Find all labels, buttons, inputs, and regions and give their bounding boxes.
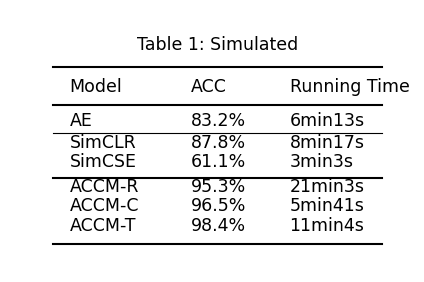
Text: ACCM-C: ACCM-C (70, 197, 139, 215)
Text: 95.3%: 95.3% (191, 178, 246, 196)
Text: AE: AE (70, 112, 92, 130)
Text: Model: Model (70, 78, 122, 96)
Text: Running Time: Running Time (290, 78, 410, 96)
Text: 98.4%: 98.4% (191, 217, 246, 235)
Text: 87.8%: 87.8% (191, 135, 246, 153)
Text: 6min13s: 6min13s (290, 112, 365, 130)
Text: 21min3s: 21min3s (290, 178, 365, 196)
Text: ACC: ACC (191, 78, 227, 96)
Text: 83.2%: 83.2% (191, 112, 246, 130)
Text: SimCSE: SimCSE (70, 153, 137, 171)
Text: 96.5%: 96.5% (191, 197, 246, 215)
Text: Table 1: Simulated: Table 1: Simulated (137, 36, 298, 54)
Text: SimCLR: SimCLR (70, 135, 136, 153)
Text: 5min41s: 5min41s (290, 197, 365, 215)
Text: 11min4s: 11min4s (290, 217, 365, 235)
Text: 61.1%: 61.1% (191, 153, 246, 171)
Text: 3min3s: 3min3s (290, 153, 354, 171)
Text: 8min17s: 8min17s (290, 135, 365, 153)
Text: ACCM-T: ACCM-T (70, 217, 136, 235)
Text: ACCM-R: ACCM-R (70, 178, 139, 196)
